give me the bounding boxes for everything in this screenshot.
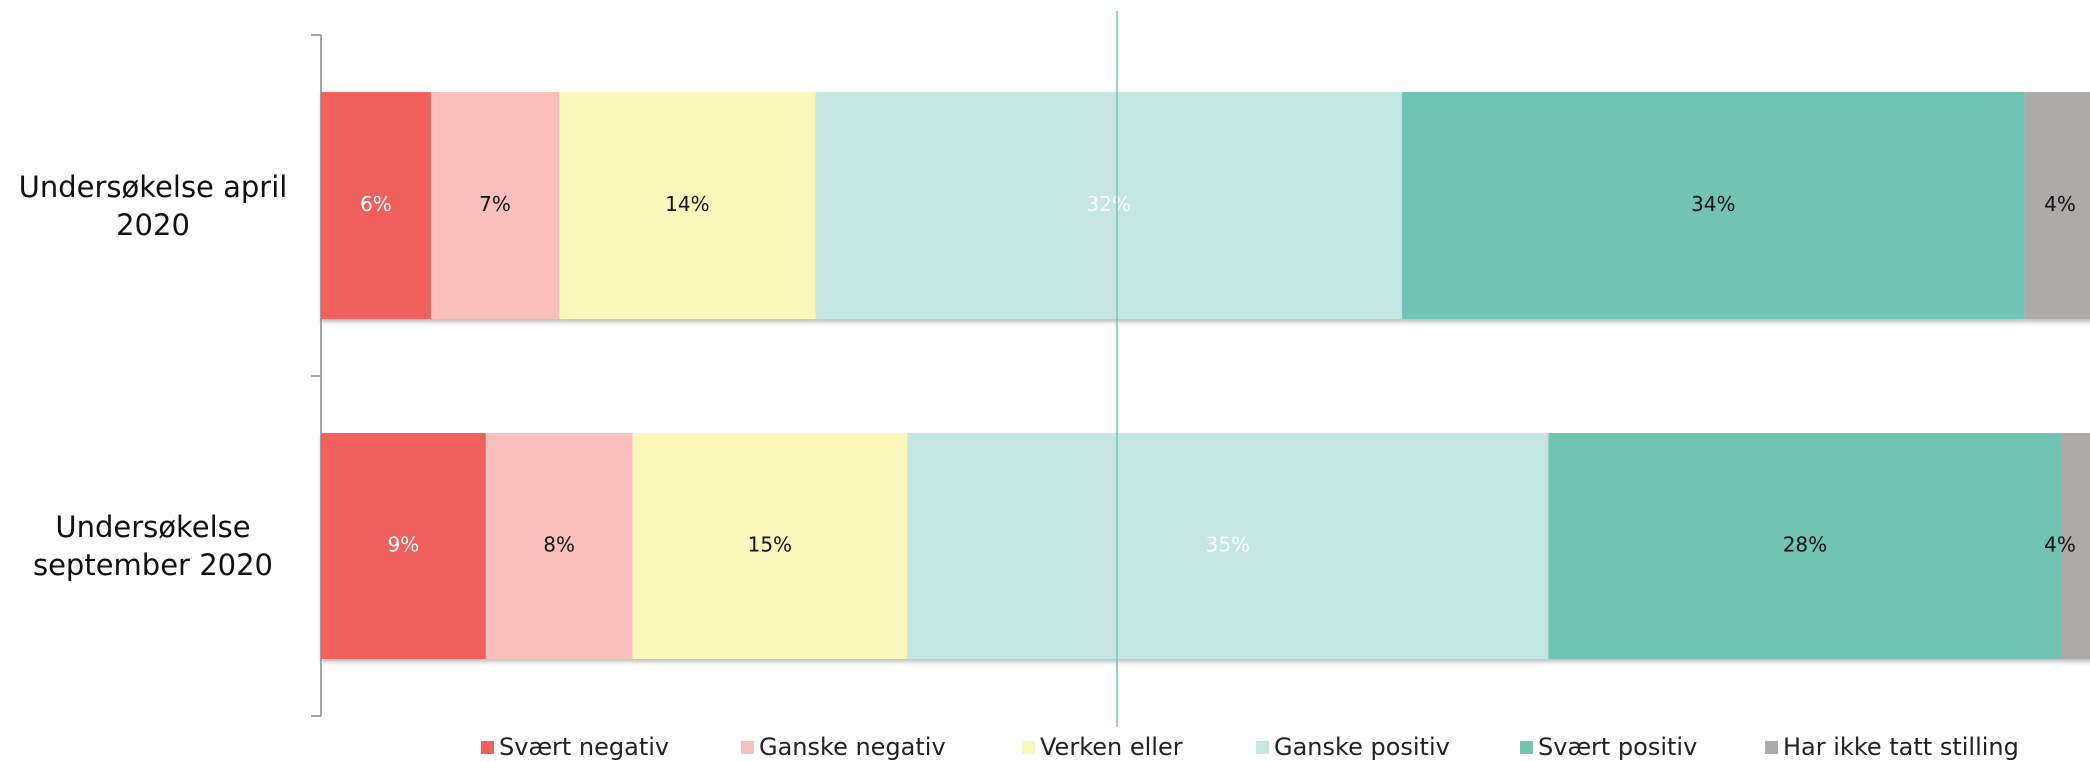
legend-label: Har ikke tatt stilling (1783, 733, 2019, 761)
bar-segment (1401, 92, 2025, 319)
legend-swatch (1022, 741, 1035, 754)
data-label: 9% (388, 533, 420, 557)
legend-swatch (1520, 741, 1533, 754)
data-label: 8% (543, 533, 575, 557)
data-label: 4% (2044, 533, 2076, 557)
legend-swatch (481, 741, 494, 754)
bar-segment (815, 92, 1402, 319)
legend-label: Ganske negativ (759, 733, 946, 761)
legend-label: Svært positiv (1538, 733, 1697, 761)
bars (321, 92, 2090, 659)
data-label: 7% (479, 192, 511, 216)
legend-swatch (1256, 741, 1269, 754)
bar-segment (632, 433, 908, 659)
legend-label: Ganske positiv (1274, 733, 1450, 761)
data-label: 32% (1087, 192, 1131, 216)
bar-segment (485, 433, 633, 659)
bar-segment (321, 433, 486, 659)
category-label: Undersøkelse september 2020 (32, 510, 273, 582)
bar-segment (2024, 92, 2090, 319)
labels: 6% 7% 14% 32% 34% 4% 9% 8% 15% 35% 28% 4% (360, 192, 2076, 557)
bar-segment (2061, 433, 2090, 659)
data-label: 6% (360, 192, 392, 216)
legend-swatch (1765, 741, 1778, 754)
data-label: 34% (1691, 192, 1735, 216)
legend-swatch (741, 741, 754, 754)
bar-segment (907, 433, 1549, 659)
data-label: 35% (1206, 533, 1250, 557)
data-label: 15% (748, 533, 792, 557)
bar-segment (1548, 433, 2062, 659)
data-label: 28% (1783, 533, 1827, 557)
bar-segment (430, 92, 560, 319)
legend-label: Svært negativ (499, 733, 669, 761)
bar-segment (321, 92, 431, 319)
legend-label: Verken eller (1040, 733, 1183, 761)
category-label: Undersøkelse april 2020 (18, 169, 288, 242)
data-label: 14% (665, 192, 709, 216)
data-label: 4% (2044, 192, 2076, 216)
bar-segment (559, 92, 816, 319)
legend: Svært negativ Ganske negativ Verken eller G… (481, 733, 2019, 761)
